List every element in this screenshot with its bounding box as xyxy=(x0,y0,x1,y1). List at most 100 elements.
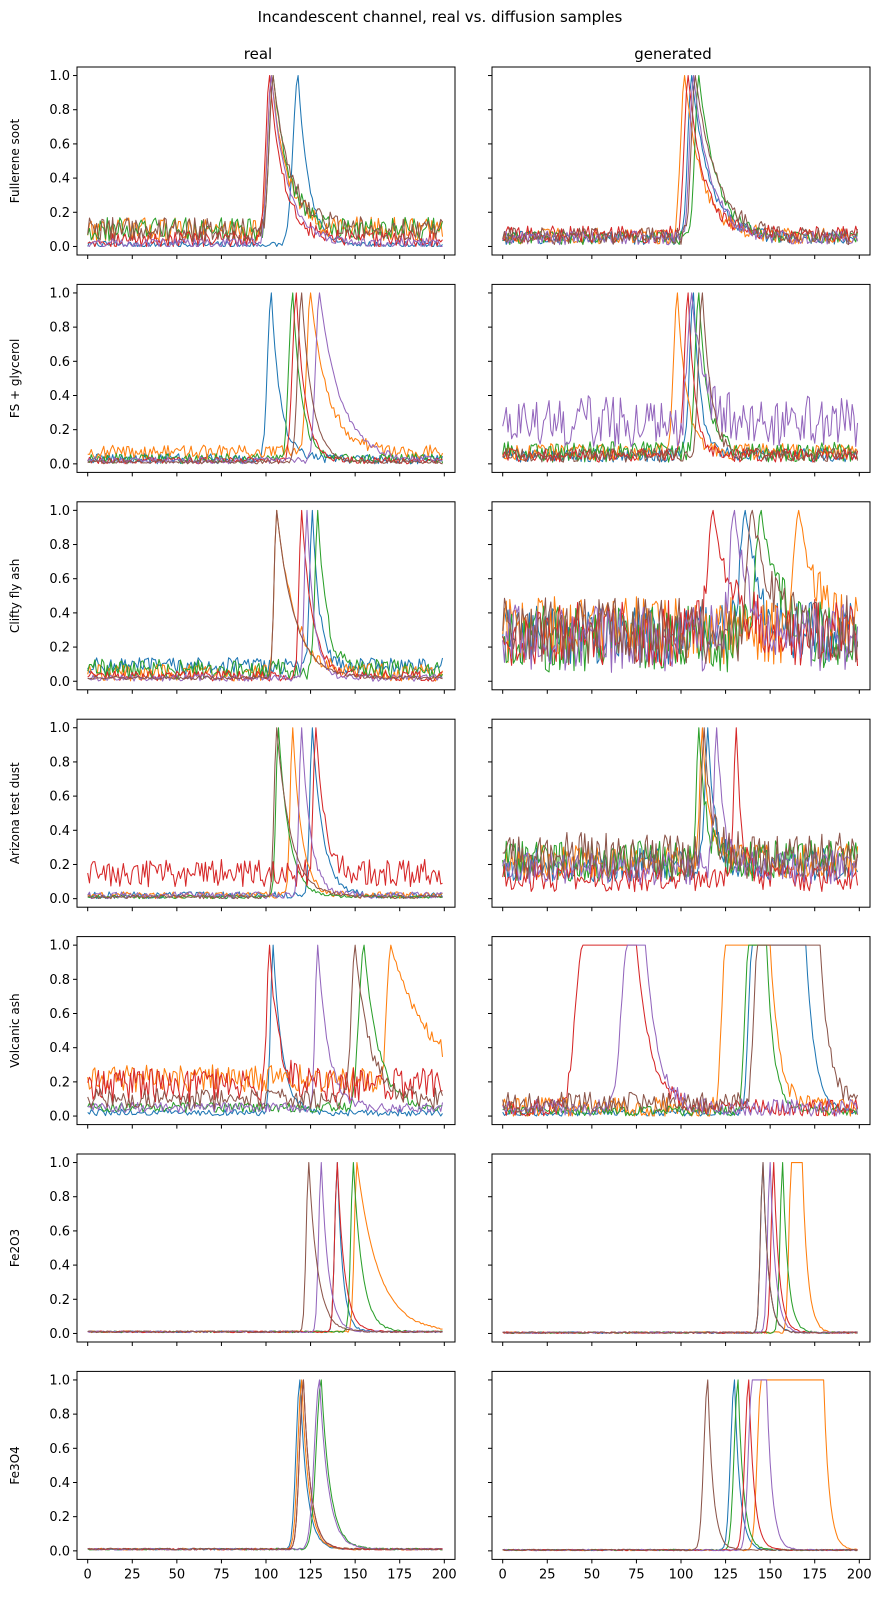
series-line-4 xyxy=(87,509,443,682)
y-tick-label: 0.8 xyxy=(49,538,70,553)
panel-fe2o3-real-lines xyxy=(87,1162,443,1334)
series-line-5 xyxy=(87,292,443,465)
panel-fullerene-soot-real-lines xyxy=(87,75,444,247)
y-tick-label: 0.6 xyxy=(49,790,70,805)
axes-frame xyxy=(491,1153,871,1343)
series-line-3 xyxy=(502,944,859,1117)
series-line-4 xyxy=(87,1162,443,1334)
panel-fe2o3-generated xyxy=(488,1153,871,1346)
series-line-3 xyxy=(502,1379,858,1552)
series-line-5 xyxy=(502,1162,858,1334)
series-line-1 xyxy=(87,292,444,465)
y-tick-label: 1.0 xyxy=(49,504,70,519)
x-tick-label: 200 xyxy=(432,1567,457,1582)
y-tick-label: 0.6 xyxy=(49,355,70,370)
axes-frame xyxy=(76,283,456,473)
panel-fe2o3-real: 0.0 0.2 0.4 0.6 0.8 1.0 Fe2O3 xyxy=(8,1153,456,1346)
y-tick-label: 0.4 xyxy=(49,172,70,187)
row-label-clifty-fly-ash: Clifty fly ash xyxy=(8,559,22,633)
x-tick-label: 125 xyxy=(713,1567,738,1582)
panel-volcanic-ash-generated-lines xyxy=(502,944,859,1117)
x-tick-label: 75 xyxy=(213,1567,230,1582)
row-label-volcanic-ash: Volcanic ash xyxy=(8,993,22,1067)
row-label-fe3o4: Fe3O4 xyxy=(8,1446,22,1484)
series-line-2 xyxy=(87,509,444,682)
panel-fe3o4-generated: 0 25 50 75 100 125 150 175 200 xyxy=(488,1370,872,1582)
series-line-6 xyxy=(502,292,859,463)
series-line-2 xyxy=(87,727,443,900)
figure-title: Incandescent channel, real vs. diffusion… xyxy=(258,8,623,26)
panel-fullerene-soot-real: 0.0 0.2 0.4 0.6 0.8 1.0 Fullerene soot xyxy=(8,66,456,259)
series-line-3 xyxy=(502,509,859,673)
x-tick-label: 175 xyxy=(387,1567,412,1582)
series-line-1 xyxy=(87,509,444,675)
panel-arizona-test-dust-generated xyxy=(488,718,871,912)
x-tick-label: 100 xyxy=(669,1567,694,1582)
series-line-2 xyxy=(502,1379,858,1552)
series-line-3 xyxy=(87,509,443,680)
series-line-6 xyxy=(87,509,443,681)
series-line-4 xyxy=(87,292,443,465)
series-line-3 xyxy=(87,727,443,900)
axes-frame xyxy=(491,283,871,473)
y-tick-label: 1.0 xyxy=(49,721,70,736)
x-tick-label: 25 xyxy=(539,1567,556,1582)
y-tick-label: 0.2 xyxy=(49,1510,70,1525)
y-tick-label: 0.4 xyxy=(49,1259,70,1274)
y-tick-label: 0.4 xyxy=(49,606,70,621)
y-tick-label: 0.6 xyxy=(49,1224,70,1239)
row-label-fe2o3: Fe2O3 xyxy=(8,1229,22,1267)
series-line-6 xyxy=(502,75,859,246)
series-line-5 xyxy=(502,944,859,1117)
series-line-6 xyxy=(87,1379,443,1551)
series-line-5 xyxy=(87,75,443,247)
y-tick-label: 1.0 xyxy=(49,69,70,84)
y-tick-label: 0.4 xyxy=(49,389,70,404)
y-tick-label: 0.4 xyxy=(49,824,70,839)
series-line-6 xyxy=(502,944,859,1113)
x-tick-label: 50 xyxy=(584,1567,601,1582)
series-line-1 xyxy=(502,1379,858,1552)
y-tick-label: 1.0 xyxy=(49,1156,70,1171)
y-tick-label: 0.0 xyxy=(49,892,70,907)
series-line-2 xyxy=(87,1162,443,1334)
series-line-3 xyxy=(87,1379,443,1551)
panel-fs-glycerol-generated-lines xyxy=(502,292,859,463)
y-tick-label: 0.2 xyxy=(49,423,70,438)
series-line-2 xyxy=(87,944,444,1093)
series-line-4 xyxy=(87,1379,443,1551)
column-title-generated: generated xyxy=(634,45,711,63)
panel-arizona-test-dust-generated-lines xyxy=(502,727,859,893)
series-line-6 xyxy=(87,292,443,465)
series-line-1 xyxy=(87,1379,443,1551)
series-line-1 xyxy=(502,944,858,1117)
series-line-5 xyxy=(87,1162,443,1334)
y-tick-label: 0.0 xyxy=(49,240,70,255)
y-tick-label: 0.6 xyxy=(49,1007,70,1022)
series-line-5 xyxy=(87,944,444,1113)
x-tick-label: 200 xyxy=(847,1567,872,1582)
series-line-5 xyxy=(502,1379,858,1552)
panel-volcanic-ash-real: 0.0 0.2 0.4 0.6 0.8 1.0 Volcanic ash xyxy=(8,936,456,1129)
panel-clifty-fly-ash-real-lines xyxy=(87,509,444,682)
panel-fe3o4-generated-lines xyxy=(502,1379,858,1552)
panel-clifty-fly-ash-real: 0.0 0.2 0.4 0.6 0.8 1.0 Clifty fly ash xyxy=(8,501,456,694)
series-line-4 xyxy=(502,727,859,893)
y-tick-label: 0.0 xyxy=(49,1544,70,1559)
axes-frame xyxy=(491,66,871,256)
series-line-2 xyxy=(502,727,859,879)
series-line-4 xyxy=(502,944,859,1117)
y-tick-label: 0.8 xyxy=(49,755,70,770)
series-line-4 xyxy=(502,1379,858,1552)
series-line-6 xyxy=(502,727,859,881)
y-tick-label: 0.6 xyxy=(49,137,70,152)
series-line-2 xyxy=(87,292,444,460)
y-tick-label: 0.8 xyxy=(49,103,70,118)
series-line-2 xyxy=(87,1379,443,1551)
y-tick-label: 1.0 xyxy=(49,939,70,954)
series-line-4 xyxy=(87,727,443,888)
series-line-3 xyxy=(502,1162,858,1334)
panel-volcanic-ash-generated xyxy=(488,936,871,1129)
y-tick-label: 0.0 xyxy=(49,1327,70,1342)
